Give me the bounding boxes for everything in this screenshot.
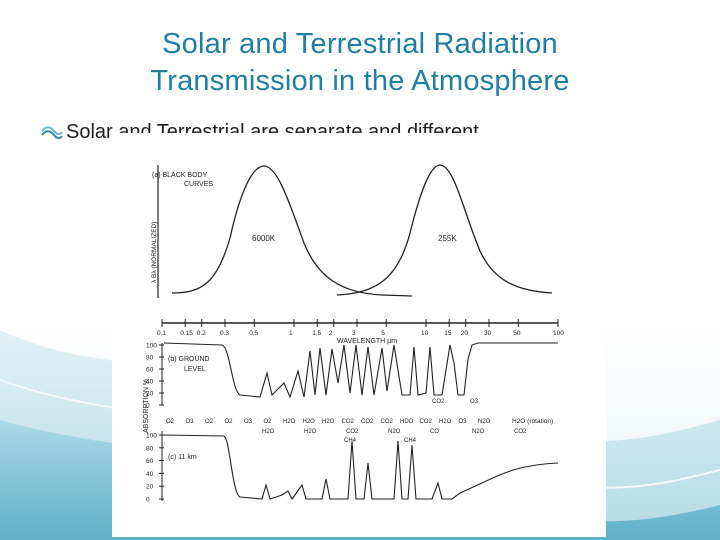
gas-label: O2 <box>264 419 273 425</box>
absorption-tick-label: 40 <box>146 379 154 386</box>
gas-top-label: O3 <box>470 399 479 405</box>
absorption-tick-label: 0 <box>146 403 150 410</box>
wavelength-tick-label: 0.15 <box>180 330 193 337</box>
gas-label: O2 <box>205 419 214 425</box>
absorption-tick-label: 0 <box>146 497 150 504</box>
absorption-tick-label: 80 <box>146 445 154 452</box>
wavelength-tick-label: 1 <box>289 330 293 337</box>
gas-sub-label: N2O <box>472 429 485 435</box>
absorption-tick-label: 20 <box>146 484 154 491</box>
wavelength-tick-label: 20 <box>461 330 469 337</box>
gas-label: O3 <box>186 419 195 425</box>
gas-sub-label: H2O <box>304 429 317 435</box>
absorption-tick-label: 60 <box>146 458 154 465</box>
radiation-figure-drawing: (a) BLACK BODY CURVES λ Bλ (NORMALIZED) … <box>143 164 564 504</box>
slide-title: Solar and Terrestrial Radiation Transmis… <box>60 26 660 100</box>
panel-c-label: (c) 11 km <box>168 454 197 461</box>
double-wave-bullet-icon <box>41 126 63 140</box>
gas-label: N2O <box>478 419 491 425</box>
gas-label: H2O <box>283 419 296 425</box>
wavelength-tick-label: 50 <box>513 330 521 337</box>
terrestrial-blackbody-curve <box>336 164 553 296</box>
gas-label: CO2 <box>381 419 394 425</box>
wavelength-tick-label: 0.1 <box>157 330 166 337</box>
absorption-tick-label: 100 <box>146 433 157 440</box>
solar-blackbody-curve <box>171 165 413 297</box>
gas-label: H2O <box>439 419 452 425</box>
gas-label: CO2 <box>342 419 355 425</box>
slide-title-line-2: Transmission in the Atmosphere <box>150 65 570 97</box>
gas-label: O3 <box>459 419 468 425</box>
absorption-tick-label: 40 <box>146 471 154 478</box>
gas-label: O2 <box>225 419 234 425</box>
wavelength-tick-label: 10 <box>421 330 429 337</box>
wavelength-tick-label: 0.2 <box>197 330 206 337</box>
slide-title-line-1: Solar and Terrestrial Radiation <box>162 28 558 60</box>
wavelength-axis-label: WAVELENGTH μm <box>337 338 397 345</box>
absorption-tick-label: 100 <box>146 343 157 350</box>
wavelength-ticks: 0.1 0.15 0.2 0.3 0.5 1 1.5 2 3 5 10 15 20 30 50 100 <box>157 319 564 337</box>
gas-label: CO2 <box>361 419 374 425</box>
gas-label: CO2 <box>420 419 433 425</box>
gas-labels-row: O2 O3 O2 O2 O3 O2 H2O H2O H2O CO2 CO2 CO2 HDO CO2 H2O O… <box>166 399 527 444</box>
gas-label: H2O <box>303 419 316 425</box>
curve-label-255k: 255K <box>438 234 457 243</box>
panel-a-label: (a) BLACK BODY <box>152 172 208 179</box>
gas-label: O3 <box>244 419 253 425</box>
eleven-km-absorption-curve <box>163 434 559 501</box>
radiation-figure: (a) BLACK BODY CURVES λ Bλ (NORMALIZED) … <box>112 133 606 537</box>
gas-top-label: CO2 <box>432 399 445 405</box>
gas-sub-label: CO2 <box>346 429 359 435</box>
wavelength-tick-label: 100 <box>553 330 564 337</box>
wavelength-tick-label: 3 <box>352 330 356 337</box>
wavelength-tick-label: 0.5 <box>249 330 258 337</box>
wavelength-tick-label: 2 <box>329 330 333 337</box>
gas-label: O2 <box>166 419 175 425</box>
gas-label: H2O <box>322 419 335 425</box>
wavelength-tick-label: 0.3 <box>220 330 229 337</box>
panel-c-absorption-ticks: 100 80 60 40 20 0 <box>146 433 164 504</box>
absorption-tick-label: 20 <box>146 391 154 398</box>
panel-b-label-2: LEVEL <box>184 366 206 373</box>
wavelength-tick-label: 30 <box>484 330 492 337</box>
absorption-axis-label: ABSORPTION % <box>143 379 150 433</box>
absorption-tick-label: 80 <box>146 355 154 362</box>
panel-b-absorption-ticks: 100 80 60 40 20 0 <box>146 343 164 410</box>
curve-label-6000k: 6000K <box>252 234 276 243</box>
wavelength-tick-label: 5 <box>381 330 385 337</box>
gas-sub-label: CO2 <box>514 429 527 435</box>
gas-sub-label: N2O <box>388 429 401 435</box>
panel-b-label: (b) GROUND <box>168 356 210 363</box>
gas-sub-label-2: CH4 <box>344 438 357 444</box>
absorption-tick-label: 60 <box>146 367 154 374</box>
water-rotation-label: H2O (rotation) <box>512 418 553 425</box>
panel-a-ylabel: λ Bλ (NORMALIZED) <box>151 222 158 283</box>
wavelength-tick-label: 15 <box>444 330 452 337</box>
ground-level-absorption-curve <box>163 342 558 399</box>
gas-sub-label: H2O <box>262 429 275 435</box>
panel-a-label-2: CURVES <box>184 181 213 188</box>
gas-label: HDO <box>400 419 414 425</box>
gas-sub-label: CO <box>430 429 439 435</box>
gas-sub-label-2: CH4 <box>404 438 417 444</box>
wavelength-tick-label: 1.5 <box>312 330 321 337</box>
